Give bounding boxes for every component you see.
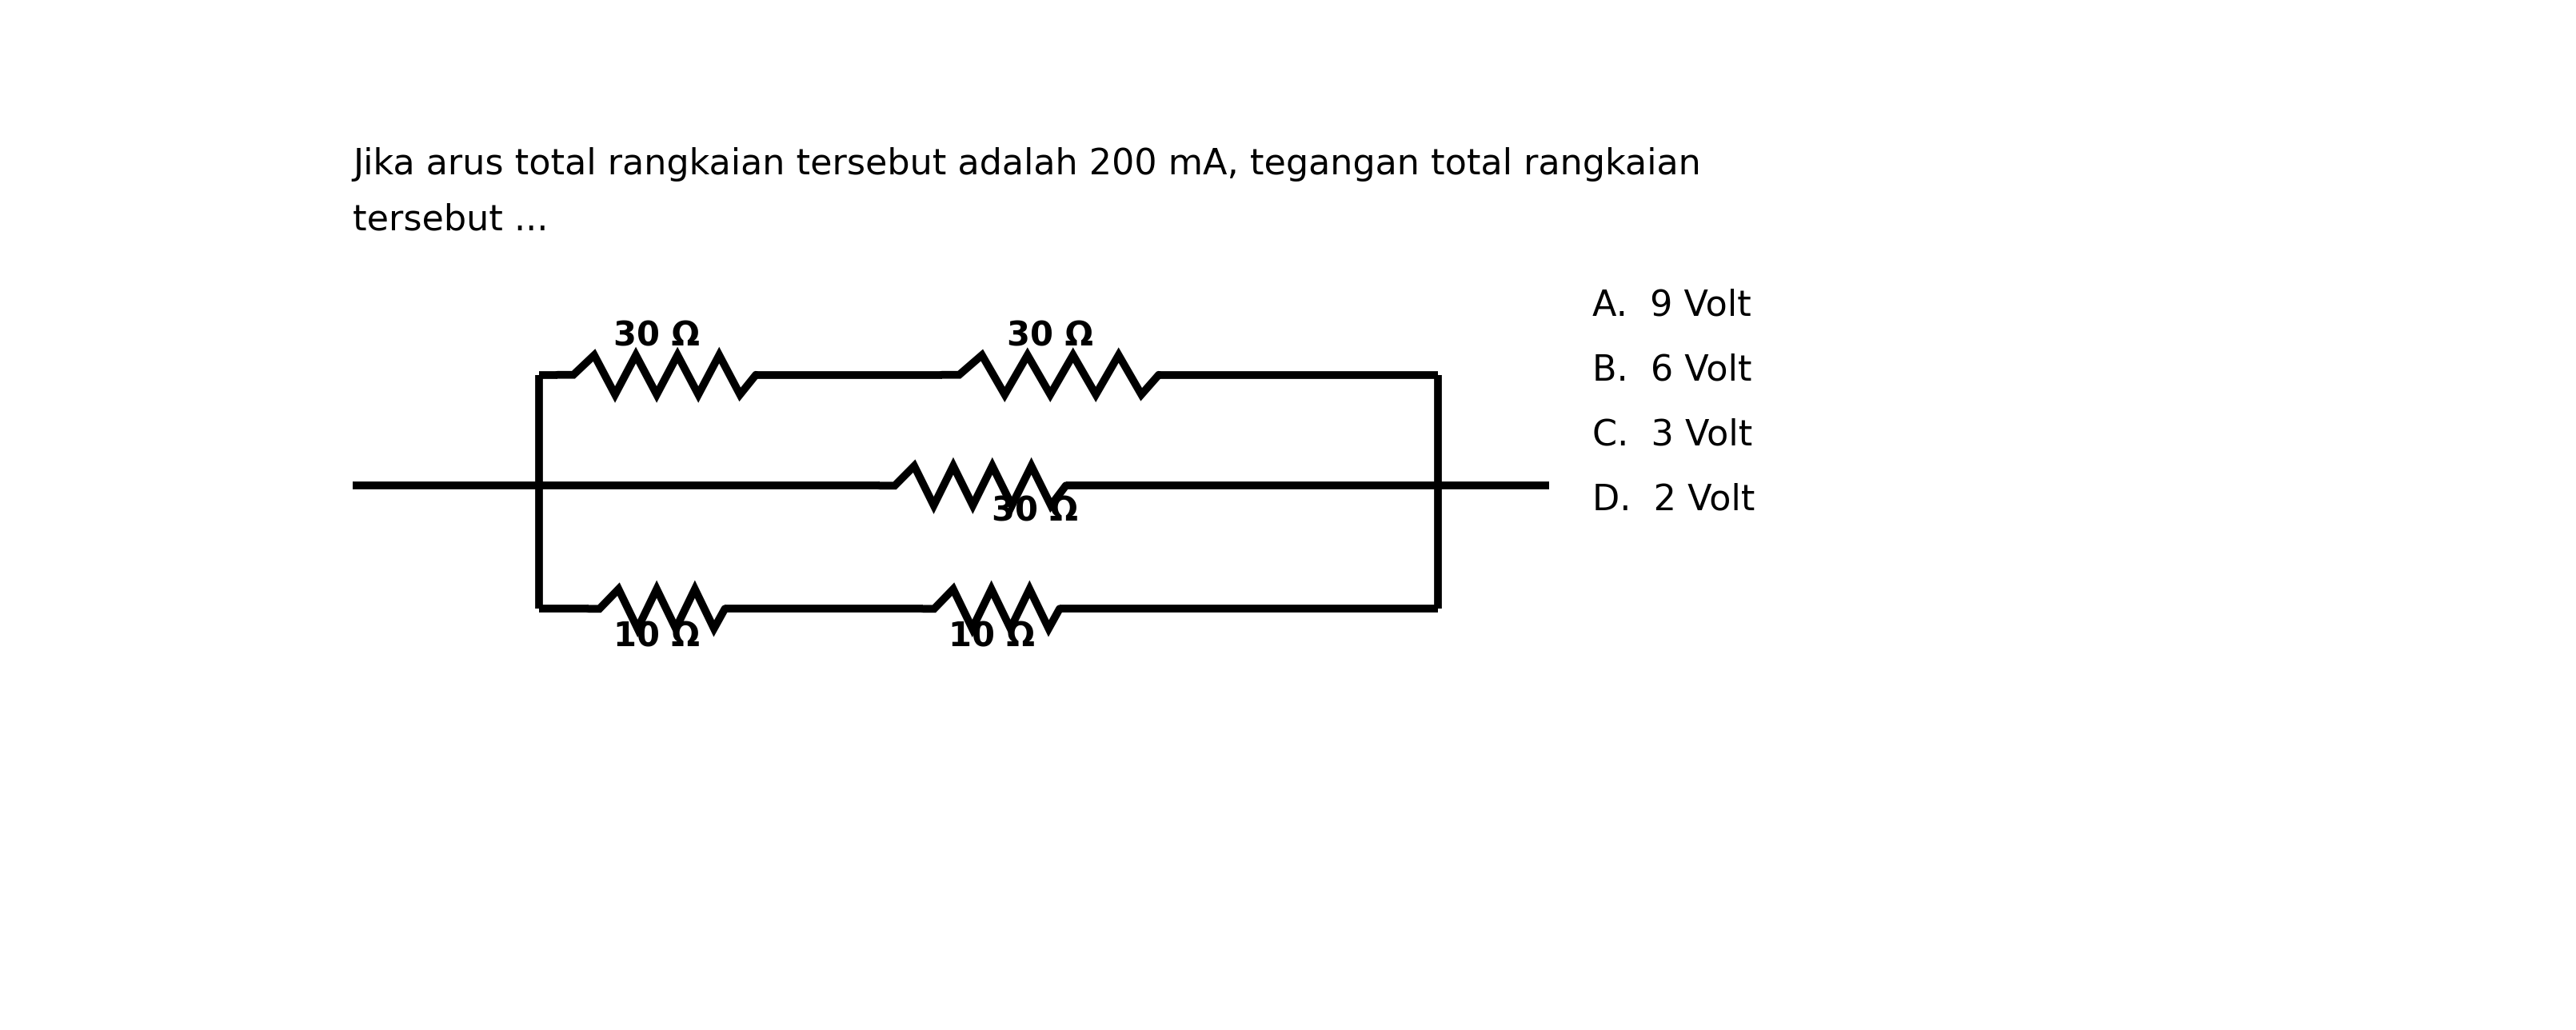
Text: 30 Ω: 30 Ω [613,319,701,353]
Text: 30 Ω: 30 Ω [1007,319,1092,353]
Text: tersebut ...: tersebut ... [353,203,549,237]
Text: Jika arus total rangkaian tersebut adalah 200 mA, tegangan total rangkaian: Jika arus total rangkaian tersebut adala… [353,147,1700,181]
Text: 10 Ω: 10 Ω [948,620,1036,653]
Text: B.  6 Volt: B. 6 Volt [1592,353,1752,387]
Text: A.  9 Volt: A. 9 Volt [1592,288,1752,323]
Text: 10 Ω: 10 Ω [613,620,701,653]
Text: D.  2 Volt: D. 2 Volt [1592,483,1754,517]
Text: C.  3 Volt: C. 3 Volt [1592,418,1752,452]
Text: 30 Ω: 30 Ω [992,494,1077,528]
